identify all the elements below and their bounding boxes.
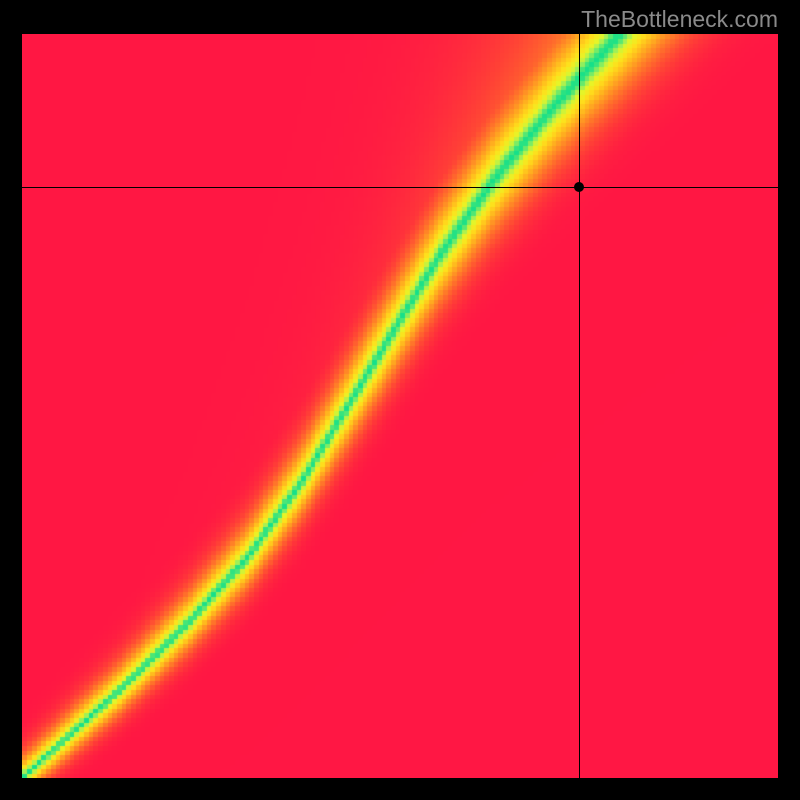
plot-area [22, 34, 778, 778]
watermark-text: TheBottleneck.com [581, 6, 778, 33]
crosshair-marker [574, 182, 584, 192]
crosshair-horizontal [22, 187, 778, 188]
crosshair-vertical [579, 34, 580, 778]
chart-frame: TheBottleneck.com [0, 0, 800, 800]
heatmap-canvas [22, 34, 778, 778]
